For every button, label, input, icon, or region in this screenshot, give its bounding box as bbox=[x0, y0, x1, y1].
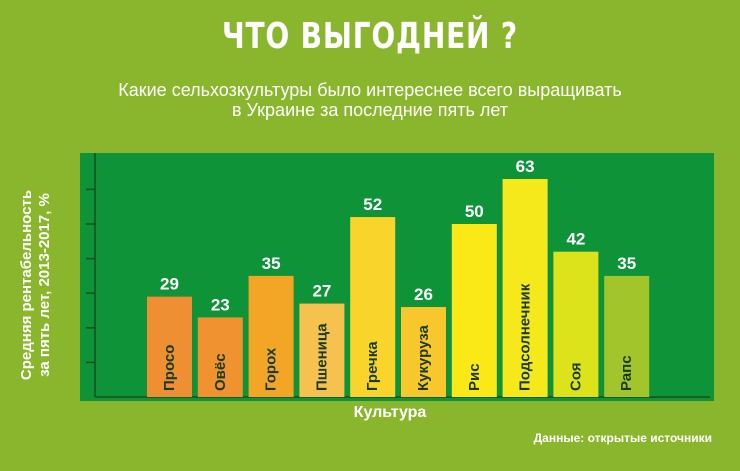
category-label-5: Гречка bbox=[364, 341, 381, 391]
data-label-5: 52 bbox=[363, 195, 382, 214]
y-axis-label-line-2: за пять лет, 2013-2017, % bbox=[36, 193, 53, 377]
category-label-1: Просо bbox=[161, 345, 178, 391]
source-note: Данные: открытые источники bbox=[533, 431, 712, 445]
data-label-8: 63 bbox=[516, 157, 535, 176]
bar-9 bbox=[553, 251, 599, 397]
category-label-8: Подсолнечник bbox=[517, 283, 534, 391]
bar-7 bbox=[451, 224, 497, 397]
bar-6 bbox=[401, 307, 446, 397]
y-axis-label-line-1: Средняя рентабельность bbox=[18, 189, 35, 381]
bar-4 bbox=[299, 303, 345, 397]
category-label-4: Пшеница bbox=[313, 323, 330, 391]
bar-8 bbox=[502, 179, 548, 397]
category-label-7: Рис bbox=[466, 363, 483, 391]
data-label-1: 29 bbox=[160, 275, 179, 294]
chart-subtitle: Какие сельхозкультуры было интереснее вс… bbox=[0, 80, 740, 120]
bar-3 bbox=[248, 275, 294, 397]
category-label-10: Рапс bbox=[618, 355, 635, 391]
data-label-4: 27 bbox=[312, 282, 331, 301]
subtitle-line-2: в Украине за последние пять лет bbox=[231, 100, 509, 120]
data-label-3: 35 bbox=[262, 254, 281, 273]
category-label-9: Соя bbox=[567, 362, 584, 391]
category-label-6: Кукуруза bbox=[415, 324, 432, 391]
x-axis-label: Культура bbox=[353, 404, 427, 421]
data-label-2: 23 bbox=[211, 295, 230, 314]
category-label-3: Горох bbox=[263, 347, 280, 391]
bar-10 bbox=[604, 275, 650, 397]
data-label-7: 50 bbox=[465, 202, 484, 221]
category-label-2: Овёс bbox=[212, 353, 229, 391]
subtitle-line-1: Какие сельхозкультуры было интереснее вс… bbox=[118, 80, 622, 100]
data-label-6: 26 bbox=[414, 285, 433, 304]
bar-5 bbox=[350, 217, 396, 397]
bar-1 bbox=[147, 296, 192, 397]
data-label-9: 42 bbox=[566, 230, 585, 249]
y-axis-label: Средняя рентабельность за пять лет, 2013… bbox=[18, 155, 54, 415]
data-label-10: 35 bbox=[617, 254, 636, 273]
chart-title: ЧТО ВЫГОДНЕЙ ? bbox=[222, 16, 518, 57]
bar-2 bbox=[197, 317, 243, 397]
